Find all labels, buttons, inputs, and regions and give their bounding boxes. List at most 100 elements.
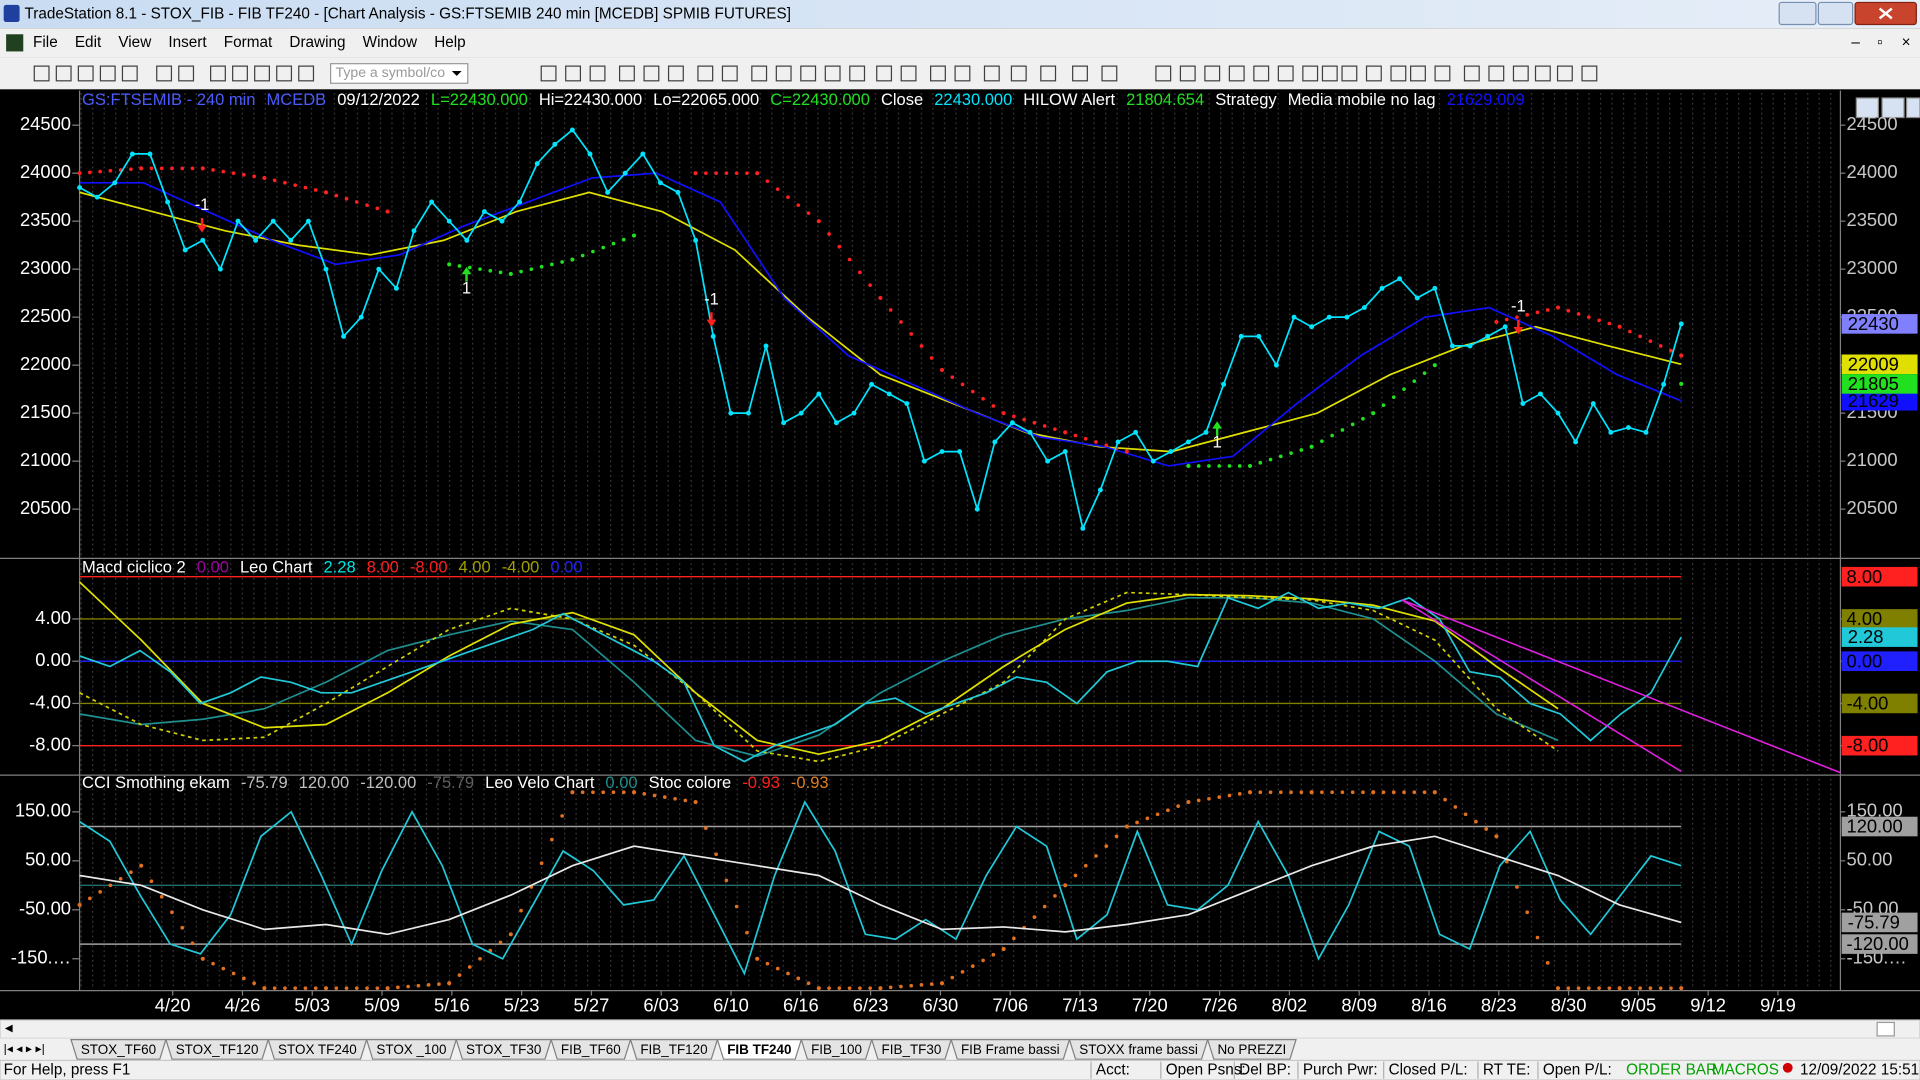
menu-item[interactable]: File <box>33 34 58 51</box>
tab[interactable]: STOX _100 <box>376 1042 446 1057</box>
tool-icon[interactable] <box>1302 65 1319 82</box>
tab[interactable]: FIB_100 <box>811 1042 862 1057</box>
tool-icon[interactable] <box>276 65 293 82</box>
tool-icon[interactable] <box>156 65 173 82</box>
tool-icon[interactable] <box>1040 65 1057 82</box>
tab[interactable]: STOX_TF30 <box>466 1042 541 1057</box>
tool-icon[interactable] <box>751 65 768 82</box>
tool-icon[interactable] <box>721 65 738 82</box>
tool-icon[interactable] <box>667 65 684 82</box>
series-dot-fill <box>242 172 246 177</box>
mdi-close[interactable]: × <box>1902 34 1911 51</box>
tool-icon[interactable] <box>99 65 116 82</box>
tool-icon[interactable] <box>930 65 946 82</box>
tool-icon[interactable] <box>1155 65 1172 82</box>
tab[interactable]: STOX TF240 <box>278 1042 357 1057</box>
tool-icon[interactable] <box>1512 65 1529 82</box>
tool-icon[interactable] <box>210 65 226 82</box>
chart-minimize[interactable] <box>1855 97 1879 119</box>
tab[interactable]: No PREZZI <box>1217 1042 1286 1057</box>
tool-icon[interactable] <box>1179 65 1196 82</box>
tab[interactable]: FIB_TF30 <box>882 1042 942 1057</box>
scroll-left[interactable]: ◂ <box>5 1020 13 1037</box>
tool-icon[interactable] <box>775 65 792 82</box>
tool-icon[interactable] <box>540 65 557 82</box>
tool-icon[interactable] <box>298 65 315 82</box>
tab[interactable]: FIB TF240 <box>727 1042 791 1057</box>
tool-icon[interactable] <box>954 65 971 82</box>
menu-item[interactable]: Format <box>224 34 273 51</box>
macros[interactable]: MACROS <box>1712 1061 1779 1078</box>
tool-icon[interactable] <box>589 65 606 82</box>
menu-item[interactable]: Window <box>363 34 418 51</box>
tool-icon[interactable] <box>254 65 270 82</box>
series-dot <box>1467 343 1473 349</box>
tool-icon[interactable] <box>1072 65 1088 82</box>
series-dot-fill <box>1042 424 1047 428</box>
order-bar[interactable]: ORDER BAR <box>1626 1061 1717 1078</box>
tool-icon[interactable] <box>1341 65 1358 82</box>
status-field: Open P/L: <box>1543 1061 1612 1078</box>
tool-icon[interactable] <box>800 65 817 82</box>
series-dot-fill <box>159 894 164 899</box>
tool-icon[interactable] <box>1101 65 1118 82</box>
series-dot-fill <box>231 171 236 176</box>
tab[interactable]: STOX_TF120 <box>176 1042 259 1057</box>
tool-icon[interactable] <box>77 65 94 82</box>
tool-icon[interactable] <box>121 65 138 82</box>
tool-icon[interactable] <box>824 65 841 82</box>
tab[interactable]: FIB Frame bassi <box>961 1042 1060 1057</box>
mdi-minimize[interactable]: – <box>1851 34 1860 51</box>
tool-icon[interactable] <box>1390 65 1407 82</box>
tool-icon[interactable] <box>55 65 72 82</box>
menu-item[interactable]: View <box>118 34 152 51</box>
tool-icon[interactable] <box>1410 65 1426 82</box>
dropdown-arrow <box>451 71 462 76</box>
tool-icon[interactable] <box>1534 65 1551 82</box>
tool-icon[interactable] <box>1277 65 1294 82</box>
menu-item[interactable]: Drawing <box>289 34 345 51</box>
tab-nav[interactable]: |◂ ◂ ▸ ▸| <box>4 1042 45 1056</box>
tab[interactable]: FIB_TF120 <box>640 1042 707 1057</box>
tool-icon[interactable] <box>178 65 195 82</box>
scrollbar[interactable] <box>0 1019 1920 1039</box>
tool-icon[interactable] <box>876 65 893 82</box>
maximize-button[interactable] <box>1817 1 1854 26</box>
scroll-thumb[interactable] <box>1876 1021 1895 1037</box>
menu-item[interactable]: Edit <box>75 34 102 51</box>
tool-icon[interactable] <box>1556 65 1573 82</box>
chart-close[interactable] <box>1905 97 1920 119</box>
tool-icon[interactable] <box>1581 65 1598 82</box>
tool-icon[interactable] <box>1010 65 1027 82</box>
tool-icon[interactable] <box>1434 65 1451 82</box>
tool-icon[interactable] <box>900 65 917 82</box>
tool-icon[interactable] <box>565 65 582 82</box>
series-dot-fill <box>1155 812 1160 817</box>
menu-item[interactable]: Help <box>434 34 465 51</box>
minimize-button[interactable] <box>1778 1 1817 26</box>
tab[interactable]: FIB_TF60 <box>561 1042 621 1057</box>
tool-icon[interactable] <box>618 65 635 82</box>
tool-icon[interactable] <box>232 65 248 82</box>
tool-icon[interactable] <box>1488 65 1505 82</box>
tool-icon[interactable] <box>849 65 866 82</box>
tool-icon[interactable] <box>1365 65 1382 82</box>
mdi-restore[interactable]: ▫ <box>1877 34 1882 51</box>
symbol-box[interactable] <box>330 63 469 84</box>
tool-icon[interactable] <box>1253 65 1270 82</box>
tab[interactable]: STOXX frame bassi <box>1079 1042 1198 1057</box>
series-dot-fill <box>221 169 226 174</box>
tool-icon[interactable] <box>1228 65 1245 82</box>
tool-icon[interactable] <box>33 65 50 82</box>
tool-icon[interactable] <box>1204 65 1221 82</box>
series-dot-fill <box>642 792 647 796</box>
tool-icon[interactable] <box>643 65 660 82</box>
menu-item[interactable]: Insert <box>168 34 207 51</box>
x-tick-label: 6/16 <box>783 994 819 1015</box>
tab[interactable]: STOX_TF60 <box>81 1042 156 1057</box>
chart-restore[interactable] <box>1881 97 1905 119</box>
tool-icon[interactable] <box>1321 65 1338 82</box>
tool-icon[interactable] <box>1463 65 1480 82</box>
tool-icon[interactable] <box>697 65 714 82</box>
tool-icon[interactable] <box>983 65 1000 82</box>
